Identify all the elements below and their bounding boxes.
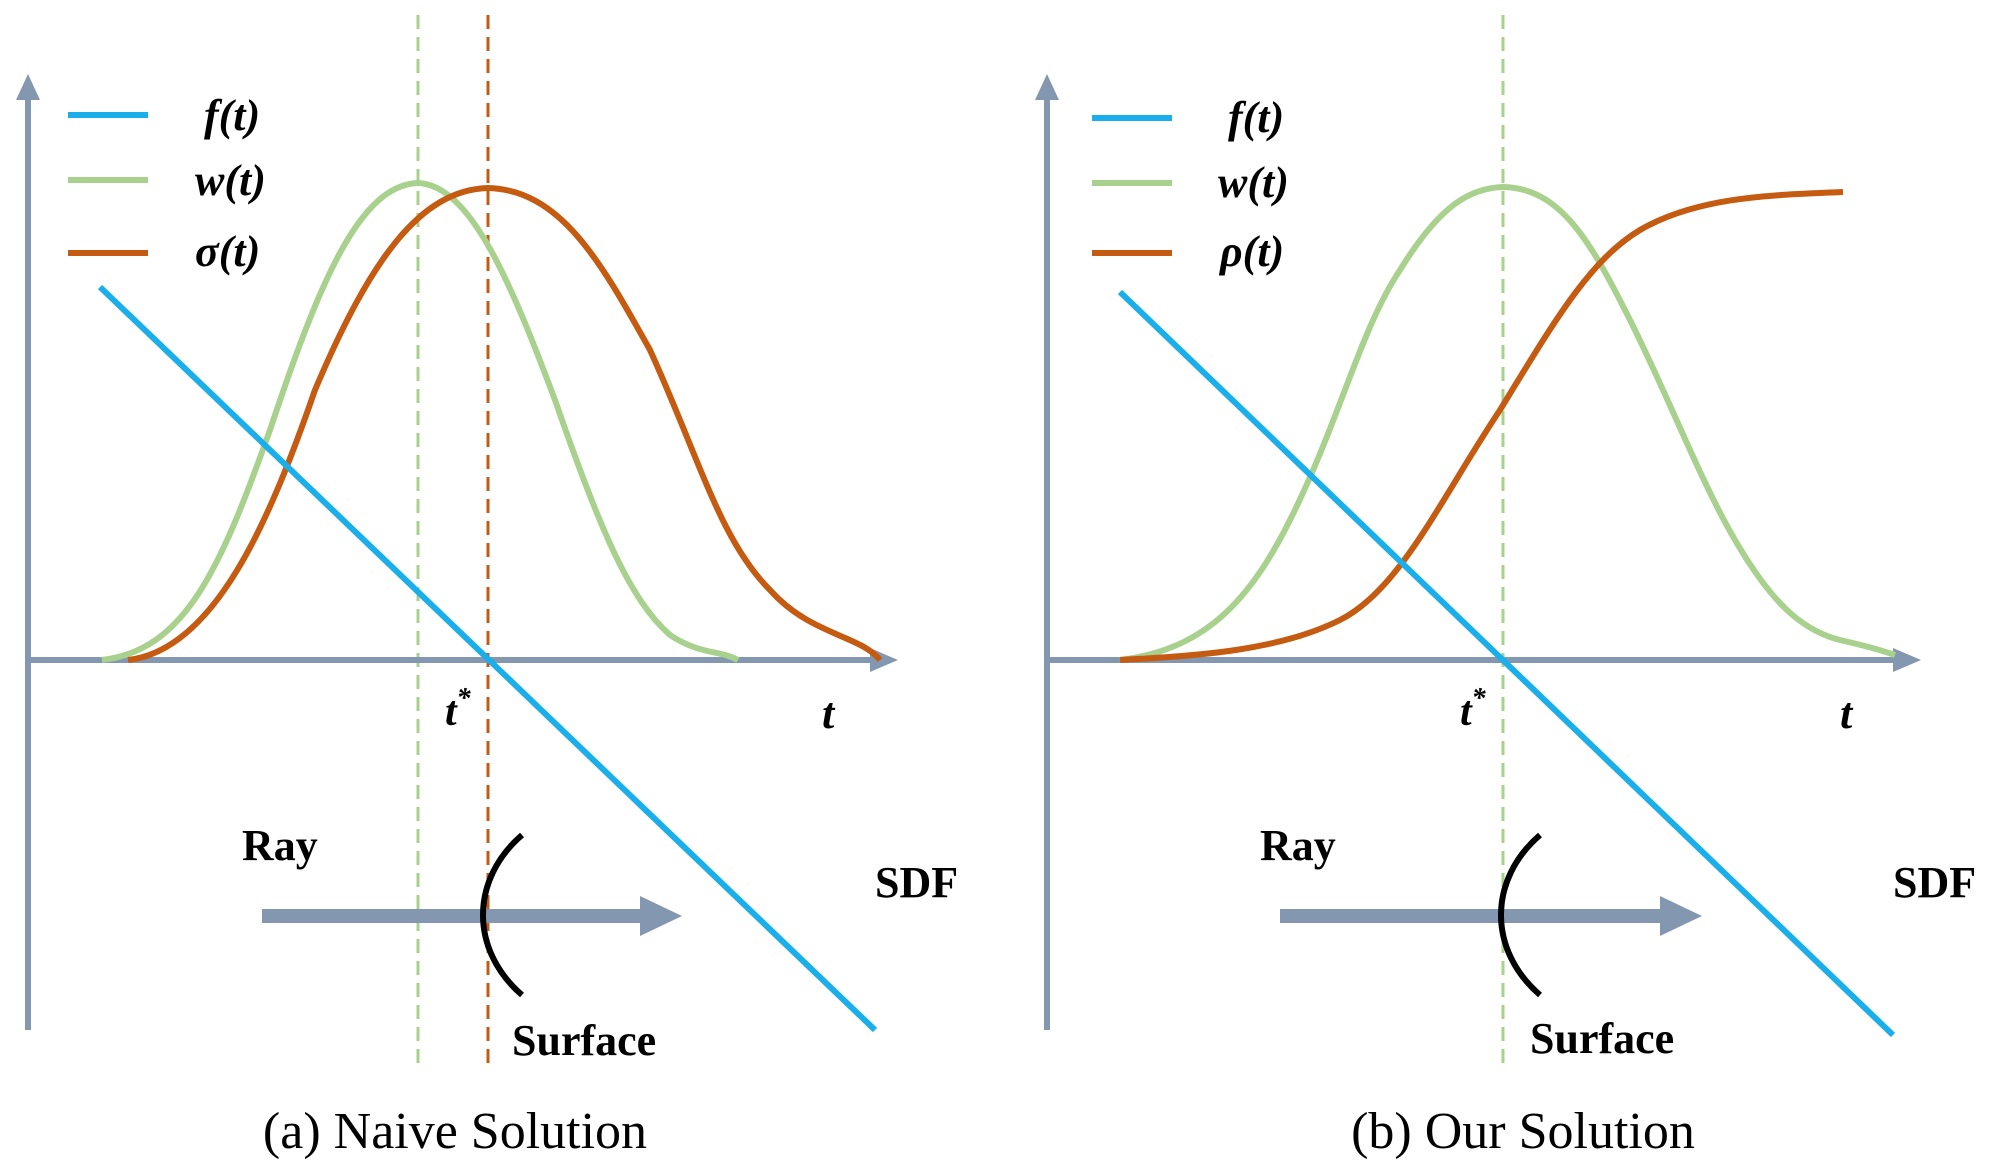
f-line (1117, 289, 1896, 1038)
ray-arrowhead (640, 896, 682, 936)
t-star-label: t* (445, 683, 472, 735)
legend-a: f(t) w(t) σ(t) (68, 91, 266, 276)
sigma-curve (127, 184, 883, 663)
t-star-base: t (445, 689, 458, 735)
legend-rho-label: ρ(t) (1218, 227, 1284, 276)
caption-a: (a) Naive Solution (263, 1103, 647, 1160)
ray-label: Ray (1260, 821, 1336, 870)
legend-f-label: f(t) (1228, 93, 1284, 142)
w-curve (1119, 183, 1896, 663)
panel-b: f(t) w(t) ρ(t) t* t Ray Surface SDF (b) … (1035, 15, 1976, 1160)
surface-label: Surface (1530, 1014, 1674, 1063)
t-axis-label: t (822, 689, 836, 738)
legend-w-label: w(t) (195, 156, 266, 205)
t-star-base: t (1460, 689, 1473, 735)
sdf-label: SDF (1893, 858, 1976, 907)
legend-b: f(t) w(t) ρ(t) (1092, 93, 1289, 276)
t-star-sup: * (457, 683, 472, 714)
surface-label: Surface (512, 1016, 656, 1065)
surface-curve (1498, 832, 1542, 998)
panel-a: f(t) w(t) σ(t) t* t Ray Surface SDF (a) … (16, 15, 958, 1160)
legend-w-label: w(t) (1218, 158, 1289, 207)
y-axis-arrowhead (16, 74, 40, 100)
sdf-label: SDF (875, 858, 958, 907)
x-axis-arrowhead (1893, 648, 1921, 672)
f-line (97, 284, 878, 1033)
t-axis-label: t (1840, 689, 1854, 738)
rho-curve (1119, 189, 1844, 663)
ray-label: Ray (242, 821, 318, 870)
legend-f-label: f(t) (204, 91, 260, 140)
caption-b: (b) Our Solution (1351, 1103, 1695, 1160)
t-star-label: t* (1460, 683, 1487, 735)
surface-curve (480, 832, 524, 998)
ray-arrowhead (1660, 896, 1702, 936)
t-star-sup: * (1472, 683, 1487, 714)
y-axis-arrowhead (1035, 74, 1059, 100)
legend-sigma-label: σ(t) (195, 227, 260, 276)
